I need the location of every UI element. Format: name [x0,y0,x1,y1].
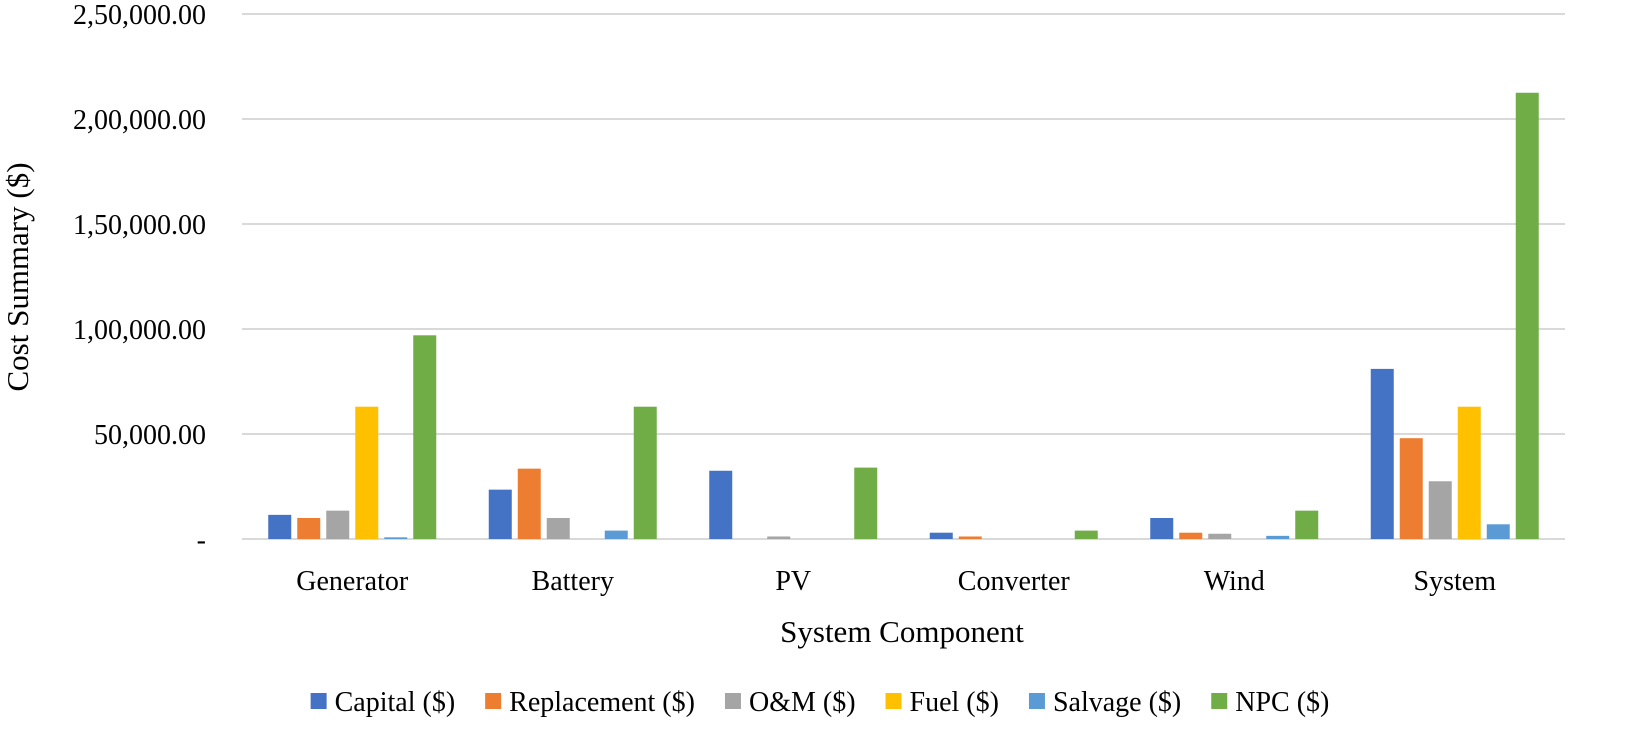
legend-swatch [885,693,902,709]
y-axis-ticks: - 50,000.00 1,00,000.00 1,50,000.00 2,00,000… [73,0,206,556]
y-tick-label: 2,50,000.00 [73,0,206,31]
bar [413,335,437,539]
legend-label: Replacement ($) [509,687,695,718]
bar [1295,510,1319,539]
bar [1370,368,1394,539]
legend-label: Salvage ($) [1053,687,1181,718]
y-tick-label: 2,00,000.00 [73,105,206,136]
bar [1457,406,1481,539]
bar [1074,530,1098,539]
bar [1266,535,1290,539]
bar [546,518,570,539]
bar [1399,438,1423,539]
legend-swatch [1028,693,1045,709]
bar [1486,524,1510,539]
gridlines [242,13,1565,540]
bar [633,406,657,539]
bar [709,470,733,539]
y-tick-label: - [197,525,206,556]
bar [604,530,628,539]
legend: Capital ($) Replacement ($) O&M ($) Fuel ($… [310,687,1329,718]
bars [268,92,1539,539]
x-tick-label: Wind [1204,566,1265,597]
legend-swatch [724,693,741,709]
bar [1179,532,1203,539]
bar [326,510,350,539]
y-tick-label: 1,00,000.00 [73,315,206,346]
bar [384,537,408,539]
y-axis-title: Cost Summary ($) [0,162,35,391]
legend-swatch [485,693,502,709]
bar [929,532,953,539]
bar [1515,92,1539,539]
x-tick-label: Battery [532,566,614,597]
bar [488,489,512,539]
y-tick-label: 50,000.00 [94,420,206,451]
bar [1208,533,1232,539]
legend-swatch [310,693,327,709]
bar [854,467,878,539]
x-tick-label: Converter [958,566,1071,597]
x-tick-label: Generator [296,566,409,597]
bar [1150,518,1174,539]
bar [268,514,292,539]
legend-label: NPC ($) [1235,687,1329,718]
bar [767,536,791,539]
x-axis-ticks: Generator Battery PV Converter Wind System [296,566,1496,597]
legend-label: Fuel ($) [910,687,999,718]
legend-swatch [1211,693,1228,709]
x-axis-title: System Component [780,614,1024,649]
legend-label: O&M ($) [749,687,856,718]
y-tick-label: 1,50,000.00 [73,210,206,241]
bar [517,468,541,539]
bar [355,406,379,539]
bar [1428,481,1452,539]
x-tick-label: System [1414,566,1497,597]
bar [297,518,321,539]
bar [958,536,982,539]
x-tick-label: PV [775,566,811,597]
legend-label: Capital ($) [335,687,456,718]
